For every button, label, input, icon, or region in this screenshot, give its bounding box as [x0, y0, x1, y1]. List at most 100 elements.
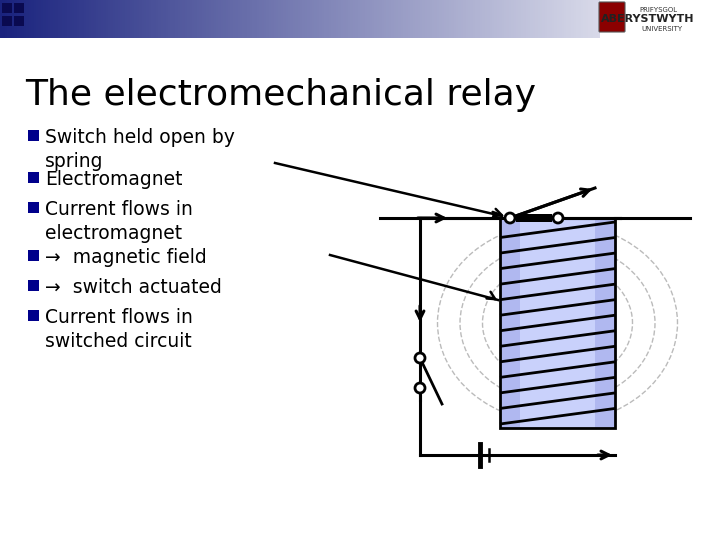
Bar: [81, 0, 85, 38]
Bar: [146, 0, 150, 38]
Bar: [53, 0, 56, 38]
Bar: [31, 0, 35, 38]
Bar: [94, 0, 97, 38]
Bar: [279, 0, 282, 38]
Bar: [405, 0, 409, 38]
Bar: [441, 0, 445, 38]
Bar: [629, 0, 632, 38]
Bar: [28, 172, 39, 183]
Bar: [110, 0, 114, 38]
Bar: [103, 0, 107, 38]
Bar: [63, 0, 66, 38]
Bar: [216, 0, 220, 38]
Bar: [333, 0, 337, 38]
Bar: [228, 0, 231, 38]
Bar: [135, 0, 138, 38]
Bar: [675, 0, 678, 38]
Bar: [456, 0, 459, 38]
Bar: [55, 0, 58, 38]
Bar: [142, 0, 145, 38]
Bar: [240, 0, 243, 38]
Bar: [233, 0, 236, 38]
Bar: [2, 16, 12, 26]
Bar: [521, 0, 524, 38]
Bar: [245, 0, 248, 38]
Bar: [266, 0, 270, 38]
Bar: [689, 0, 692, 38]
Bar: [259, 0, 263, 38]
Bar: [475, 0, 479, 38]
Bar: [617, 0, 620, 38]
Bar: [312, 0, 315, 38]
Bar: [365, 0, 368, 38]
Bar: [305, 0, 308, 38]
Bar: [257, 0, 260, 38]
Bar: [60, 0, 63, 38]
Bar: [120, 0, 123, 38]
Bar: [106, 0, 109, 38]
Bar: [166, 0, 169, 38]
Bar: [125, 0, 128, 38]
Bar: [374, 0, 378, 38]
Bar: [603, 0, 606, 38]
Bar: [14, 16, 24, 26]
Bar: [151, 0, 155, 38]
Bar: [12, 0, 15, 38]
Bar: [500, 218, 615, 428]
Bar: [74, 0, 78, 38]
Bar: [70, 0, 73, 38]
Bar: [199, 0, 202, 38]
Bar: [677, 0, 680, 38]
Bar: [247, 0, 251, 38]
Bar: [619, 0, 623, 38]
Bar: [343, 0, 346, 38]
Bar: [7, 0, 11, 38]
Bar: [225, 0, 229, 38]
Bar: [662, 0, 666, 38]
Bar: [425, 0, 428, 38]
Bar: [516, 214, 552, 222]
Bar: [485, 0, 488, 38]
Bar: [382, 0, 385, 38]
Bar: [168, 0, 171, 38]
Bar: [377, 0, 380, 38]
Bar: [2, 0, 6, 38]
Bar: [562, 0, 565, 38]
Bar: [461, 0, 464, 38]
Bar: [274, 0, 277, 38]
Bar: [708, 0, 711, 38]
Bar: [520, 218, 595, 428]
Text: Electromagnet: Electromagnet: [45, 170, 182, 189]
Bar: [583, 0, 587, 38]
Bar: [598, 0, 601, 38]
Circle shape: [415, 383, 425, 393]
Bar: [5, 0, 8, 38]
Bar: [324, 0, 328, 38]
Bar: [653, 0, 656, 38]
Bar: [89, 0, 92, 38]
Bar: [108, 0, 112, 38]
Bar: [38, 0, 42, 38]
Bar: [293, 0, 296, 38]
Bar: [401, 0, 404, 38]
Bar: [180, 0, 184, 38]
Bar: [542, 0, 546, 38]
Bar: [72, 0, 76, 38]
Bar: [569, 0, 572, 38]
Bar: [379, 0, 382, 38]
Bar: [526, 0, 529, 38]
Bar: [691, 0, 695, 38]
Bar: [506, 0, 510, 38]
Bar: [454, 0, 457, 38]
Bar: [502, 0, 505, 38]
Bar: [264, 0, 267, 38]
Bar: [250, 0, 253, 38]
Bar: [185, 0, 188, 38]
Bar: [355, 0, 359, 38]
Bar: [28, 202, 39, 213]
Bar: [650, 0, 654, 38]
Bar: [581, 0, 584, 38]
Bar: [492, 0, 495, 38]
Bar: [631, 0, 634, 38]
Bar: [43, 0, 47, 38]
